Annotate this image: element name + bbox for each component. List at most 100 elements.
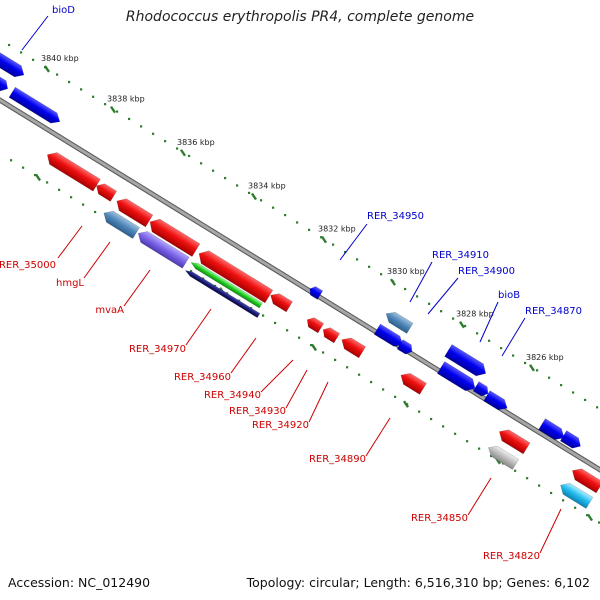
gene-feature bbox=[47, 152, 101, 192]
gene-label: RER_34850 bbox=[411, 513, 468, 524]
reverse-gene-callout: RER_34960 bbox=[174, 337, 257, 383]
accession-text: Accession: NC_012490 bbox=[8, 575, 151, 590]
gene-feature bbox=[96, 183, 118, 202]
gene-feature bbox=[184, 270, 261, 319]
gene-feature bbox=[8, 86, 61, 124]
gene-feature bbox=[137, 231, 190, 269]
gene-label: RER_34950 bbox=[367, 211, 424, 222]
gene-feature bbox=[322, 327, 341, 344]
forward-gene-callout: RER_34910 bbox=[409, 250, 489, 303]
ruler-tick: 3832 kbp bbox=[318, 225, 356, 244]
gene-feature bbox=[341, 337, 366, 359]
ruler-tick: 3840 kbp bbox=[41, 54, 79, 73]
map-title: Rhodococcus erythropolis PR4, complete g… bbox=[125, 9, 475, 25]
callout-line bbox=[479, 301, 499, 343]
gene-label: RER_34960 bbox=[174, 372, 231, 383]
ruler-tick-label: 3838 kbp bbox=[107, 95, 145, 104]
ruler-tick-label: 3834 kbp bbox=[248, 181, 286, 190]
ruler-tick-label: 3826 kbp bbox=[526, 353, 564, 362]
gene-feature bbox=[560, 482, 594, 509]
gene-feature bbox=[309, 286, 324, 300]
gene-label: RER_34870 bbox=[525, 306, 582, 317]
ruler-tick: 3834 kbp bbox=[248, 181, 286, 201]
gene-label: RER_34940 bbox=[204, 390, 261, 401]
gene-feature bbox=[116, 198, 154, 228]
gene-feature bbox=[400, 373, 427, 395]
gene-feature bbox=[396, 339, 413, 355]
gene-callouts: bioD RER_34950 RER_34910 RER_34900 bioB RER_3… bbox=[0, 5, 582, 562]
gene-label: RER_34900 bbox=[458, 266, 515, 277]
callout-line bbox=[365, 417, 391, 457]
callout-line bbox=[285, 369, 308, 409]
genome-summary-text: Topology: circular; Length: 6,516,310 bp… bbox=[246, 575, 590, 590]
gene-label: mvaA bbox=[95, 305, 124, 316]
callout-line bbox=[57, 225, 83, 259]
callout-line bbox=[83, 241, 111, 279]
ruler-tick: 3836 kbp bbox=[177, 138, 215, 157]
gene-label: RER_34820 bbox=[483, 551, 540, 562]
gene-feature bbox=[538, 418, 565, 440]
genome-backbone bbox=[0, 97, 600, 473]
reverse-gene-callout: RER_35000 bbox=[0, 225, 83, 271]
forward-gene-callout: bioB bbox=[479, 290, 520, 343]
ruler-tick-label: 3830 kbp bbox=[387, 267, 425, 276]
callout-line bbox=[339, 223, 368, 261]
reverse-gene-callout: RER_34940 bbox=[204, 359, 294, 401]
callout-line bbox=[123, 269, 151, 307]
gene-label: RER_34930 bbox=[229, 406, 286, 417]
gene-feature bbox=[0, 73, 8, 92]
reverse-gene-callout: RER_34920 bbox=[252, 381, 329, 431]
gene-feature bbox=[373, 323, 404, 347]
callout-line bbox=[21, 15, 49, 51]
callout-line bbox=[501, 317, 526, 357]
inner-tick bbox=[587, 513, 593, 522]
ruler-tick-label: 3840 kbp bbox=[41, 54, 79, 63]
ruler-tick: 3830 kbp bbox=[387, 267, 425, 286]
reverse-gene-callout: RER_34820 bbox=[483, 508, 562, 562]
gene-feature bbox=[488, 445, 520, 470]
gene-label: RER_35000 bbox=[0, 260, 56, 271]
gene-feature bbox=[472, 381, 489, 397]
forward-gene-callout: bioD bbox=[21, 5, 75, 51]
ruler-tick-label: 3828 kbp bbox=[456, 310, 494, 319]
callout-line bbox=[185, 308, 212, 346]
gene-feature bbox=[483, 390, 508, 410]
forward-gene-callout: RER_34950 bbox=[339, 211, 424, 261]
gene-label: bioB bbox=[498, 290, 520, 301]
callout-line bbox=[427, 277, 459, 315]
callout-line bbox=[409, 261, 433, 303]
gene-feature bbox=[149, 218, 201, 257]
forward-gene-callout: RER_34870 bbox=[501, 306, 582, 357]
reverse-gene-callout: RER_34970 bbox=[129, 308, 212, 355]
gene-feature bbox=[436, 361, 476, 392]
callout-line bbox=[230, 337, 257, 374]
gene-features bbox=[0, 47, 600, 509]
gene-label: RER_34890 bbox=[309, 454, 366, 465]
gene-feature bbox=[198, 250, 274, 304]
callout-line bbox=[260, 359, 294, 393]
reverse-gene-callout: hmgL bbox=[56, 241, 111, 289]
callout-line bbox=[539, 508, 562, 554]
inner-tick bbox=[403, 400, 409, 408]
ruler-tick: 3826 kbp bbox=[526, 353, 564, 372]
gene-feature bbox=[499, 429, 531, 455]
gene-label: RER_34970 bbox=[129, 344, 186, 355]
forward-gene-callout: RER_34900 bbox=[427, 266, 515, 315]
gene-feature bbox=[572, 468, 600, 494]
gene-feature bbox=[103, 210, 140, 239]
reverse-gene-callout: RER_34850 bbox=[411, 477, 492, 524]
gene-label: hmgL bbox=[56, 278, 84, 289]
callout-line bbox=[308, 381, 329, 423]
ruler-tick-row bbox=[8, 43, 599, 409]
gene-feature bbox=[0, 47, 25, 78]
gene-label: bioD bbox=[52, 5, 75, 16]
ruler-tick: 3828 kbp bbox=[456, 310, 494, 329]
gene-feature bbox=[444, 344, 487, 377]
gene-label: RER_34920 bbox=[252, 420, 309, 431]
gene-feature bbox=[385, 311, 414, 334]
gene-feature bbox=[306, 317, 325, 334]
ruler-tick-label: 3836 kbp bbox=[177, 138, 215, 147]
reverse-gene-callout: mvaA bbox=[95, 269, 151, 316]
gene-label: RER_34910 bbox=[432, 250, 489, 261]
gene-feature bbox=[559, 430, 581, 449]
